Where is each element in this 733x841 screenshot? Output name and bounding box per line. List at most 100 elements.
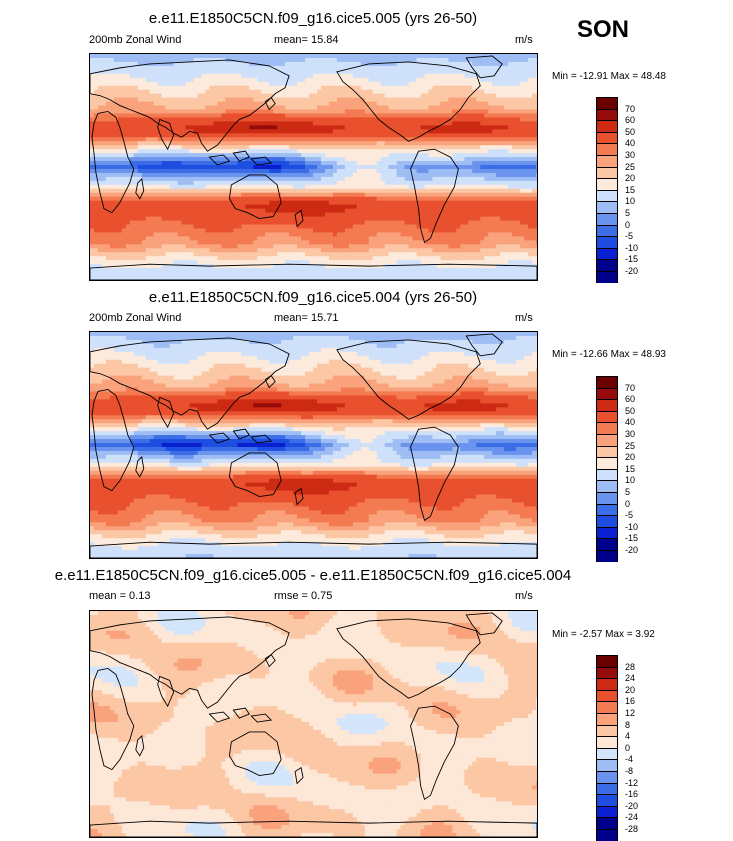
field-cell-p1 bbox=[301, 65, 306, 71]
field-cell-p1 bbox=[173, 141, 179, 146]
field-cell-p1 bbox=[177, 184, 183, 190]
field-cell-p1 bbox=[316, 125, 322, 130]
field-cell-p1 bbox=[512, 77, 517, 83]
field-cell-p1 bbox=[504, 196, 509, 202]
field-cell-p1 bbox=[277, 121, 282, 126]
field-cell-p1 bbox=[309, 89, 314, 95]
field-cell-p1 bbox=[121, 81, 127, 87]
field-cell-p1 bbox=[536, 117, 537, 122]
field-cell-p1 bbox=[336, 125, 342, 130]
field-cell-p1 bbox=[181, 200, 187, 206]
field-cell-p1 bbox=[241, 77, 246, 83]
field-cell-p1 bbox=[332, 77, 338, 83]
field-cell-p1 bbox=[504, 165, 509, 170]
field-cell-p1 bbox=[524, 220, 529, 225]
field-cell-p1 bbox=[324, 77, 330, 83]
field-cell-p1 bbox=[380, 93, 386, 99]
field-cell-p1 bbox=[368, 57, 374, 63]
field-cell-p1 bbox=[424, 97, 429, 103]
field-cell-p1 bbox=[324, 105, 330, 111]
field-cell-p1 bbox=[512, 141, 517, 146]
field-cell-p1 bbox=[129, 212, 135, 218]
field-cell-p1 bbox=[129, 180, 135, 186]
field-cell-p1 bbox=[185, 196, 191, 202]
field-cell-p1 bbox=[217, 216, 222, 222]
field-cell-p1 bbox=[440, 145, 445, 150]
field-cell-p1 bbox=[520, 137, 525, 142]
field-cell-p1 bbox=[125, 200, 131, 206]
field-cell-p1 bbox=[169, 81, 175, 87]
field-cell-p1 bbox=[416, 196, 422, 202]
field-cell-p1 bbox=[213, 109, 218, 114]
field-cell-p1 bbox=[504, 109, 509, 114]
field-cell-p1 bbox=[420, 125, 426, 130]
field-cell-p1 bbox=[177, 121, 183, 126]
field-cell-p1 bbox=[261, 153, 266, 158]
field-cell-p1 bbox=[316, 208, 322, 214]
field-cell-p1 bbox=[269, 109, 274, 114]
field-cell-p1 bbox=[217, 204, 222, 210]
field-cell-p1 bbox=[165, 81, 171, 87]
field-cell-p1 bbox=[157, 141, 163, 146]
field-cell-p1 bbox=[309, 188, 314, 194]
field-cell-p1 bbox=[460, 180, 465, 186]
field-cell-p1 bbox=[285, 133, 290, 138]
field-cell-p1 bbox=[512, 133, 517, 138]
field-cell-p1 bbox=[508, 54, 513, 59]
field-cell-p1 bbox=[412, 196, 418, 202]
field-cell-p1 bbox=[293, 204, 298, 210]
field-cell-p1 bbox=[105, 65, 111, 71]
field-cell-p1 bbox=[165, 228, 171, 233]
field-cell-p1 bbox=[145, 157, 151, 162]
field-cell-p1 bbox=[281, 65, 286, 71]
field-cell-p1 bbox=[149, 157, 155, 162]
field-cell-p1 bbox=[468, 208, 473, 214]
field-cell-p1 bbox=[245, 208, 250, 214]
field-cell-p1 bbox=[476, 105, 481, 111]
field-cell-p1 bbox=[460, 212, 465, 218]
field-cell-p1 bbox=[372, 176, 378, 182]
field-cell-p1 bbox=[213, 101, 218, 107]
field-cell-p1 bbox=[380, 196, 386, 202]
field-cell-p1 bbox=[352, 109, 358, 114]
field-cell-p1 bbox=[340, 73, 346, 79]
field-cell-p1 bbox=[245, 172, 250, 178]
field-cell-p1 bbox=[520, 220, 525, 225]
field-cell-p1 bbox=[293, 216, 298, 222]
field-cell-p1 bbox=[229, 149, 234, 154]
field-cell-p1 bbox=[516, 184, 521, 190]
field-cell-p1 bbox=[324, 113, 330, 118]
field-cell-p1 bbox=[193, 121, 199, 126]
field-cell-p1 bbox=[257, 192, 262, 198]
field-cell-p1 bbox=[305, 93, 310, 99]
field-cell-p1 bbox=[185, 73, 191, 79]
field-cell-p1 bbox=[516, 137, 521, 142]
field-cell-p1 bbox=[173, 176, 179, 182]
field-cell-p1 bbox=[524, 141, 529, 146]
field-cell-p1 bbox=[360, 168, 366, 174]
field-cell-p1 bbox=[436, 81, 441, 87]
field-cell-p1 bbox=[141, 196, 147, 202]
field-cell-p1 bbox=[261, 165, 266, 170]
field-cell-p1 bbox=[241, 172, 246, 178]
field-cell-p1 bbox=[293, 54, 298, 59]
field-cell-p1 bbox=[173, 125, 179, 130]
field-cell-p1 bbox=[440, 81, 445, 87]
field-cell-p1 bbox=[297, 133, 302, 138]
field-cell-p1 bbox=[368, 97, 374, 103]
field-cell-p1 bbox=[328, 141, 334, 146]
field-cell-p1 bbox=[149, 141, 155, 146]
field-cell-p1 bbox=[436, 224, 441, 229]
field-cell-p1 bbox=[253, 153, 258, 158]
field-cell-p1 bbox=[460, 117, 465, 122]
field-cell-p1 bbox=[245, 149, 250, 154]
field-cell-p1 bbox=[536, 180, 537, 186]
field-cell-p1 bbox=[205, 113, 210, 118]
field-cell-p1 bbox=[496, 54, 501, 59]
field-cell-p1 bbox=[328, 172, 334, 178]
field-cell-p1 bbox=[420, 204, 426, 210]
field-cell-p1 bbox=[293, 57, 298, 63]
field-cell-p1 bbox=[157, 125, 163, 130]
field-cell-p1 bbox=[197, 73, 202, 79]
field-cell-p1 bbox=[368, 109, 374, 114]
